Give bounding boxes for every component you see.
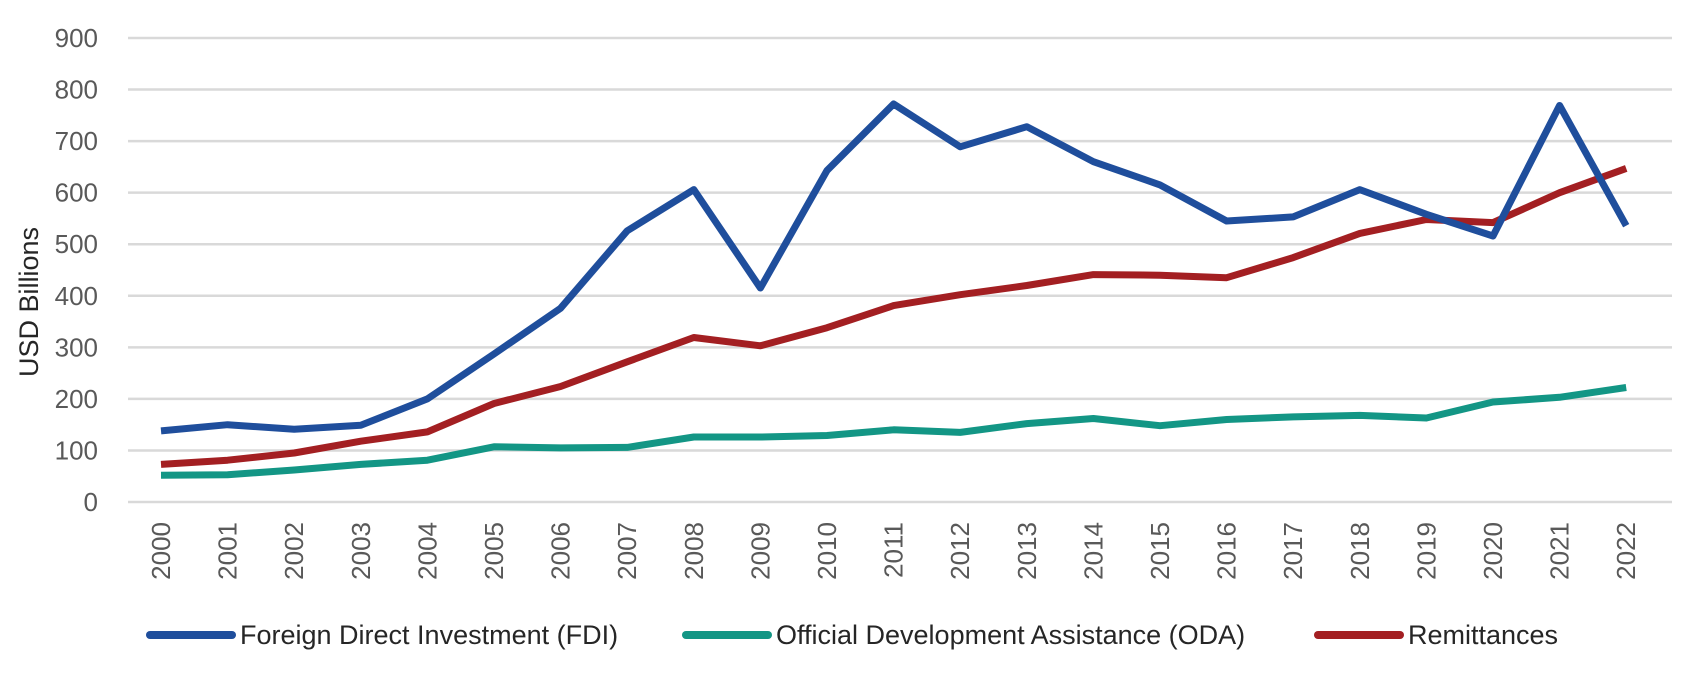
series-line-0	[160, 100, 1630, 435]
x-tick-label: 2017	[1278, 522, 1308, 580]
legend-label: Official Development Assistance (ODA)	[776, 620, 1245, 650]
y-tick-label: 0	[84, 487, 98, 517]
series-line-1	[160, 384, 1627, 479]
x-tick-label: 2016	[1212, 522, 1242, 580]
x-tick-label: 2005	[479, 522, 509, 580]
legend-label: Foreign Direct Investment (FDI)	[240, 620, 618, 650]
x-tick-label: 2019	[1411, 522, 1441, 580]
legend: Foreign Direct Investment (FDI) Official …	[146, 620, 1558, 650]
x-tick-label: 2013	[1012, 522, 1042, 580]
series-line-2	[160, 165, 1628, 468]
x-tick-label: 2004	[412, 522, 442, 580]
x-tick-label: 2012	[945, 522, 975, 580]
x-tick-label: 2009	[745, 522, 775, 580]
x-tick-label: 2015	[1145, 522, 1175, 580]
y-tick-label: 900	[55, 23, 98, 53]
y-tick-label: 600	[55, 178, 98, 208]
x-tick-label: 2020	[1478, 522, 1508, 580]
x-tick-label: 2022	[1611, 522, 1641, 580]
x-tick-label: 2008	[679, 522, 709, 580]
x-tick-label: 2018	[1345, 522, 1375, 580]
y-tick-label: 400	[55, 281, 98, 311]
gridlines	[128, 36, 1672, 504]
y-tick-label: 700	[55, 126, 98, 156]
y-tick-label: 100	[55, 435, 98, 465]
legend-label: Remittances	[1408, 620, 1558, 650]
x-tick-label: 2007	[612, 522, 642, 580]
y-axis-ticks: 0 100 200 300 400 500 600 700 800 900	[55, 23, 98, 517]
x-tick-label: 2014	[1078, 522, 1108, 580]
y-axis-title: USD Billions	[14, 227, 44, 377]
x-tick-label: 2021	[1545, 522, 1575, 580]
y-tick-label: 300	[55, 332, 98, 362]
y-tick-label: 200	[55, 384, 98, 414]
y-tick-label: 500	[55, 229, 98, 259]
x-tick-label: 2002	[279, 522, 309, 580]
y-tick-label: 800	[55, 75, 98, 105]
x-tick-label: 2006	[546, 522, 576, 580]
x-axis-ticks: 2000 2001 2002 2003 2004 2005 2006 2007 2008 2009…	[146, 522, 1641, 580]
x-tick-label: 2010	[812, 522, 842, 580]
x-tick-label: 2003	[346, 522, 376, 580]
x-tick-label: 2011	[879, 522, 909, 578]
x-tick-label: 2000	[146, 522, 176, 580]
x-tick-label: 2001	[213, 522, 243, 580]
series-lines	[160, 100, 1630, 479]
